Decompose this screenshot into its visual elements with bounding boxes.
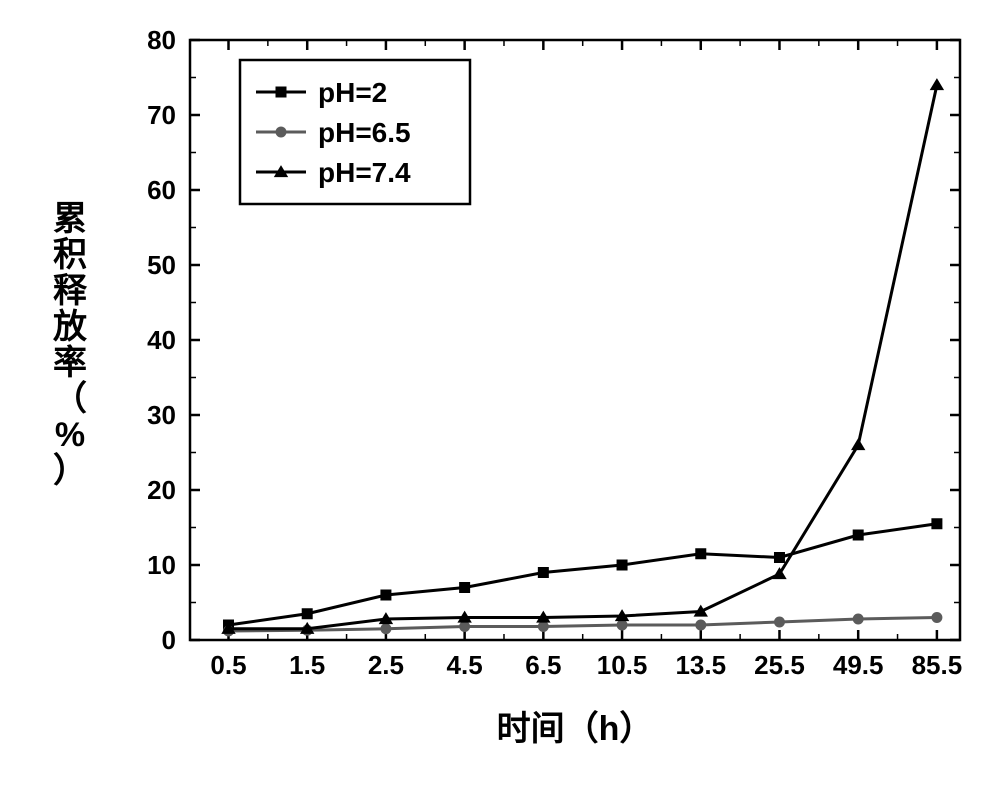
x-tick-label: 10.5 [597, 650, 648, 680]
square-marker-icon [276, 87, 287, 98]
y-tick-label: 40 [147, 325, 176, 355]
square-marker-icon [617, 560, 628, 571]
svg-text:释: 释 [53, 272, 88, 310]
circle-marker-icon [617, 620, 628, 631]
svg-text:）: ） [53, 451, 87, 490]
legend-label: pH=2 [318, 77, 387, 108]
svg-text:（: （ [53, 379, 87, 418]
square-marker-icon [459, 582, 470, 593]
svg-text:率: 率 [53, 344, 87, 382]
circle-marker-icon [695, 620, 706, 631]
chart-container: 0.5 1.5 2.5 4.5 6.5 10.5 13.5 25.5 49.5 85.5 时间（h）… [0, 0, 1000, 800]
circle-marker-icon [853, 614, 864, 625]
square-marker-icon [931, 518, 942, 529]
y-tick-label: 70 [147, 100, 176, 130]
x-tick-label: 4.5 [447, 650, 483, 680]
circle-marker-icon [380, 623, 391, 634]
x-tick-label: 6.5 [525, 650, 561, 680]
square-marker-icon [695, 548, 706, 559]
y-tick-label: 50 [147, 250, 176, 280]
x-tick-label: 25.5 [754, 650, 805, 680]
y-tick-label: 80 [147, 25, 176, 55]
y-tick-label: 20 [147, 475, 176, 505]
circle-marker-icon [459, 621, 470, 632]
svg-text:积: 积 [53, 236, 87, 274]
svg-text:放: 放 [53, 308, 87, 346]
y-tick-label: 10 [147, 550, 176, 580]
circle-marker-icon [931, 612, 942, 623]
circle-marker-icon [276, 127, 287, 138]
square-marker-icon [302, 608, 313, 619]
x-axis-label: 时间（h） [497, 709, 654, 748]
y-axis-label: 累积释放率（%） [53, 200, 88, 490]
svg-text:%: % [55, 416, 85, 454]
circle-marker-icon [774, 617, 785, 628]
x-tick-label: 49.5 [833, 650, 884, 680]
x-tick-label: 85.5 [912, 650, 963, 680]
legend-label: pH=7.4 [318, 157, 411, 188]
legend-label: pH=6.5 [318, 117, 411, 148]
x-tick-label: 2.5 [368, 650, 404, 680]
x-tick-label: 1.5 [289, 650, 325, 680]
y-tick-label: 30 [147, 400, 176, 430]
x-tick-label: 13.5 [675, 650, 726, 680]
x-tick-label: 0.5 [210, 650, 246, 680]
svg-text:累: 累 [53, 200, 87, 238]
square-marker-icon [380, 590, 391, 601]
square-marker-icon [774, 552, 785, 563]
y-tick-label: 60 [147, 175, 176, 205]
circle-marker-icon [538, 621, 549, 632]
line-chart: 0.5 1.5 2.5 4.5 6.5 10.5 13.5 25.5 49.5 85.5 时间（h）… [0, 0, 1000, 800]
square-marker-icon [853, 530, 864, 541]
y-tick-label: 0 [162, 625, 176, 655]
square-marker-icon [538, 567, 549, 578]
